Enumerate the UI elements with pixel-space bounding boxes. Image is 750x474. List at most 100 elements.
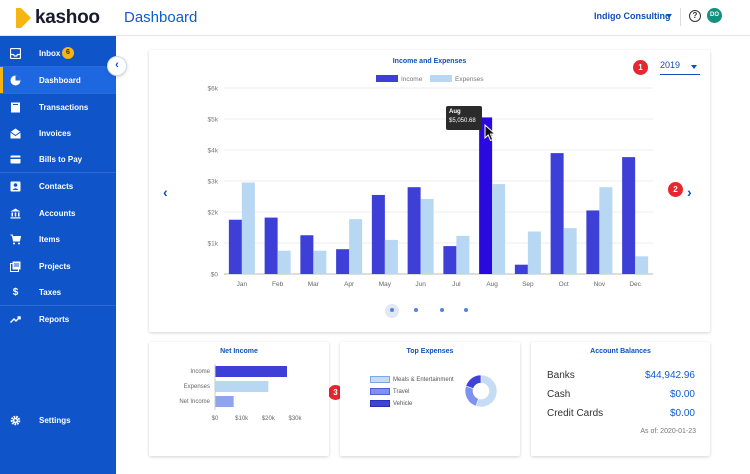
bar-label: Net Income — [179, 399, 210, 405]
year-select[interactable]: 2019 — [660, 60, 700, 75]
account-balances-card: Account Balances Banks $44,942.96 Cash $… — [531, 342, 710, 456]
top-expenses-title: Top Expenses — [406, 348, 454, 355]
sidebar-item-projects[interactable]: Projects — [0, 253, 116, 279]
sidebar-item-accounts[interactable]: Accounts — [0, 200, 116, 226]
pagination-dot[interactable] — [440, 308, 444, 312]
sidebar-item-invoices[interactable]: Invoices — [0, 120, 116, 146]
company-switcher[interactable]: Indigo Consulting — [594, 11, 671, 21]
sidebar-item-settings[interactable]: Settings — [0, 407, 116, 433]
expenses-bar — [599, 187, 613, 274]
donut-slice — [464, 385, 479, 407]
y-tick-label: $6k — [208, 86, 219, 93]
marker-1: 1 — [633, 60, 648, 75]
bar-label: Income — [190, 369, 210, 375]
collapse-sidebar-button[interactable]: ‹ — [107, 56, 127, 76]
invoices-icon — [10, 128, 21, 139]
sidebar-item-contacts[interactable]: Contacts — [0, 173, 116, 199]
tooltip-month: Aug — [449, 109, 461, 115]
sidebar-item-dashboard[interactable]: Dashboard — [0, 67, 116, 93]
x-tick-label: $30k — [288, 416, 302, 422]
donut-slice — [465, 374, 482, 389]
inbox-count-badge: 6 — [62, 47, 74, 59]
balance-row-banks[interactable]: Banks $44,942.96 — [547, 370, 695, 384]
x-tick-label: Jun — [415, 281, 426, 288]
balance-row-credit-cards[interactable]: Credit Cards $0.00 — [547, 408, 695, 422]
net-income-bar — [215, 396, 234, 407]
legend-label: Expenses — [455, 76, 484, 83]
x-tick-label: Aug — [486, 281, 498, 288]
sidebar-item-label: Bills to Pay — [39, 154, 83, 164]
sidebar-item-inbox[interactable]: Inbox 6 — [0, 40, 116, 66]
income-bar — [479, 117, 493, 274]
chart-pagination — [385, 304, 475, 318]
sidebar-item-items[interactable]: Items — [0, 226, 116, 252]
expenses-bar — [635, 256, 649, 274]
top-bar: kashoo Dashboard Indigo Consulting ? DO — [0, 0, 750, 36]
x-tick-label: Mar — [308, 281, 320, 288]
x-tick-label: $0 — [212, 416, 219, 422]
divider — [0, 305, 116, 306]
x-tick-label: Jan — [237, 281, 248, 288]
sidebar-item-reports[interactable]: Reports — [0, 306, 116, 332]
income-bar — [443, 246, 457, 274]
sidebar-item-label: Taxes — [39, 287, 62, 297]
legend-label: Meals & Entertainment — [393, 376, 454, 383]
marker-2: 2 — [668, 182, 683, 197]
kashoo-logo[interactable]: kashoo — [16, 7, 100, 29]
sidebar-item-bills[interactable]: Bills to Pay — [0, 146, 116, 172]
y-tick-label: $2k — [208, 210, 219, 217]
x-tick-label: Sep — [522, 281, 534, 288]
dollar-icon: $ — [12, 286, 19, 298]
pagination-dot[interactable] — [390, 308, 394, 312]
legend-label: Income — [401, 76, 423, 83]
next-chart-button[interactable]: › — [687, 184, 692, 200]
legend-label: Travel — [393, 388, 410, 395]
balance-label: Cash — [547, 389, 571, 400]
avatar[interactable]: DO — [707, 8, 722, 23]
x-tick-label: Nov — [594, 281, 606, 288]
transactions-icon — [10, 102, 21, 113]
income-bar — [514, 264, 528, 274]
income-bar — [622, 157, 636, 274]
pagination-dot[interactable] — [414, 308, 418, 312]
sidebar-item-label: Transactions — [39, 102, 89, 112]
prev-chart-button[interactable]: ‹ — [163, 184, 168, 200]
sidebar-item-taxes[interactable]: $ Taxes — [0, 279, 116, 305]
year-select-value: 2019 — [660, 60, 681, 70]
mouse-cursor-icon — [484, 124, 496, 142]
balance-value: $0.00 — [669, 389, 695, 400]
bar-label: Expenses — [184, 384, 210, 390]
legend-item-meals: Meals & Entertainment — [370, 376, 454, 383]
trending-up-icon — [9, 314, 21, 325]
balance-row-cash[interactable]: Cash $0.00 — [547, 389, 695, 403]
chevron-down-icon[interactable] — [666, 14, 672, 18]
expenses-bar — [492, 184, 506, 274]
sidebar-item-label: Items — [39, 234, 60, 244]
balance-value: $44,942.96 — [644, 370, 695, 381]
income-bar — [228, 219, 242, 274]
chart-tooltip: Aug $5,050.68 — [446, 106, 482, 130]
inbox-icon — [9, 47, 22, 59]
legend-swatch — [430, 75, 452, 82]
top-expenses-donut — [464, 374, 498, 408]
x-tick-label: Dec — [629, 281, 641, 288]
net-income-card: Net Income — [149, 342, 329, 456]
income-bar — [407, 187, 421, 274]
tooltip-value: $5,050.68 — [449, 118, 476, 124]
x-tick-label: $20k — [262, 416, 276, 422]
expenses-bar — [241, 182, 255, 274]
income-bar — [300, 235, 314, 274]
legend-item-travel: Travel — [370, 388, 409, 395]
sidebar-item-transactions[interactable]: Transactions — [0, 94, 116, 120]
pagination-dot[interactable] — [464, 308, 468, 312]
expenses-bar — [420, 198, 434, 274]
y-tick-label: $5k — [208, 117, 219, 124]
balance-label: Banks — [547, 370, 575, 381]
account-balances-title: Account Balances — [590, 348, 651, 355]
help-icon[interactable]: ? — [689, 10, 701, 22]
expenses-bar — [313, 250, 327, 274]
y-tick-label: $1k — [208, 241, 219, 248]
projects-icon — [10, 261, 21, 272]
y-tick-label: $3k — [208, 179, 219, 186]
sidebar-item-label: Reports — [39, 314, 70, 324]
